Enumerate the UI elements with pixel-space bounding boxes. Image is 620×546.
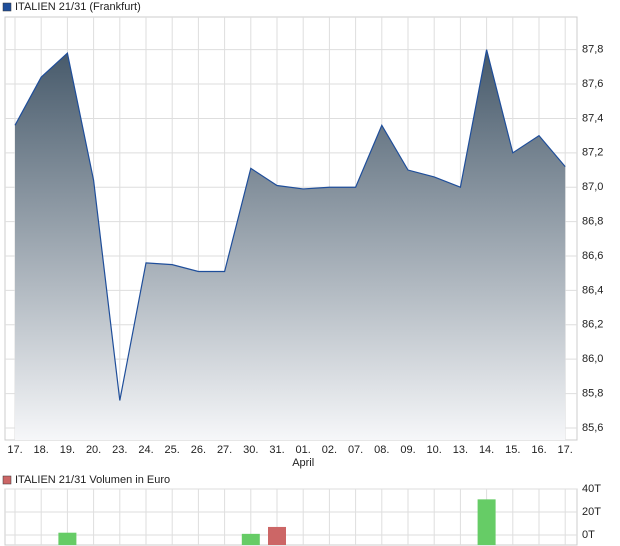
y-tick-label: 86,2 — [582, 319, 603, 331]
legend-swatch — [2, 2, 12, 12]
x-tick-label: 17. — [7, 444, 22, 456]
y-tick-label: 40T — [582, 483, 601, 495]
x-tick-label: 02. — [322, 444, 337, 456]
x-tick-label: 09. — [400, 444, 415, 456]
x-tick-label: 17. — [558, 444, 573, 456]
y-tick-label: 87,0 — [582, 181, 603, 193]
x-tick-label: 15. — [505, 444, 520, 456]
y-tick-label: 85,6 — [582, 422, 603, 434]
area — [15, 49, 566, 441]
volume-bar — [477, 499, 496, 545]
x-tick-label: 27. — [217, 444, 232, 456]
volume-bar — [241, 533, 260, 545]
y-tick-label: 87,2 — [582, 147, 603, 159]
x-tick-label: 31. — [269, 444, 284, 456]
y-tick-label: 86,6 — [582, 250, 603, 262]
x-tick-label: 14. — [479, 444, 494, 456]
y-tick-label: 20T — [582, 506, 601, 518]
x-tick-label: 18. — [34, 444, 49, 456]
x-tick-label: 19. — [60, 444, 75, 456]
y-tick-label: 0T — [582, 529, 595, 541]
x-tick-label: 25. — [165, 444, 180, 456]
y-tick-label: 87,4 — [582, 112, 603, 124]
x-tick-label: 23. — [112, 444, 127, 456]
x-tick-label: 08. — [374, 444, 389, 456]
y-tick-label: 86,4 — [582, 284, 603, 296]
x-tick-label: 24. — [138, 444, 153, 456]
x-tick-label: 26. — [191, 444, 206, 456]
x-tick-label: 01. — [296, 444, 311, 456]
x-tick-label: 07. — [348, 444, 363, 456]
y-tick-label: 86,8 — [582, 216, 603, 228]
legend-swatch — [2, 475, 12, 485]
x-tick-label: 16. — [531, 444, 546, 456]
x-tick-label: 30. — [243, 444, 258, 456]
volume-title: ITALIEN 21/31 Volumen in Euro — [15, 474, 170, 486]
chart-title: ITALIEN 21/31 (Frankfurt) — [15, 1, 141, 13]
y-tick-label: 85,8 — [582, 387, 603, 399]
y-tick-label: 87,6 — [582, 78, 603, 90]
price-line — [14, 49, 566, 401]
x-tick-label: 20. — [86, 444, 101, 456]
x-tick-label: 10. — [427, 444, 442, 456]
y-tick-label: 86,0 — [582, 353, 603, 365]
month-label: April — [292, 457, 314, 469]
y-tick-label: 87,8 — [582, 44, 603, 56]
x-tick-label: 13. — [453, 444, 468, 456]
volume-bar — [268, 526, 286, 545]
volume-bar — [58, 532, 77, 545]
